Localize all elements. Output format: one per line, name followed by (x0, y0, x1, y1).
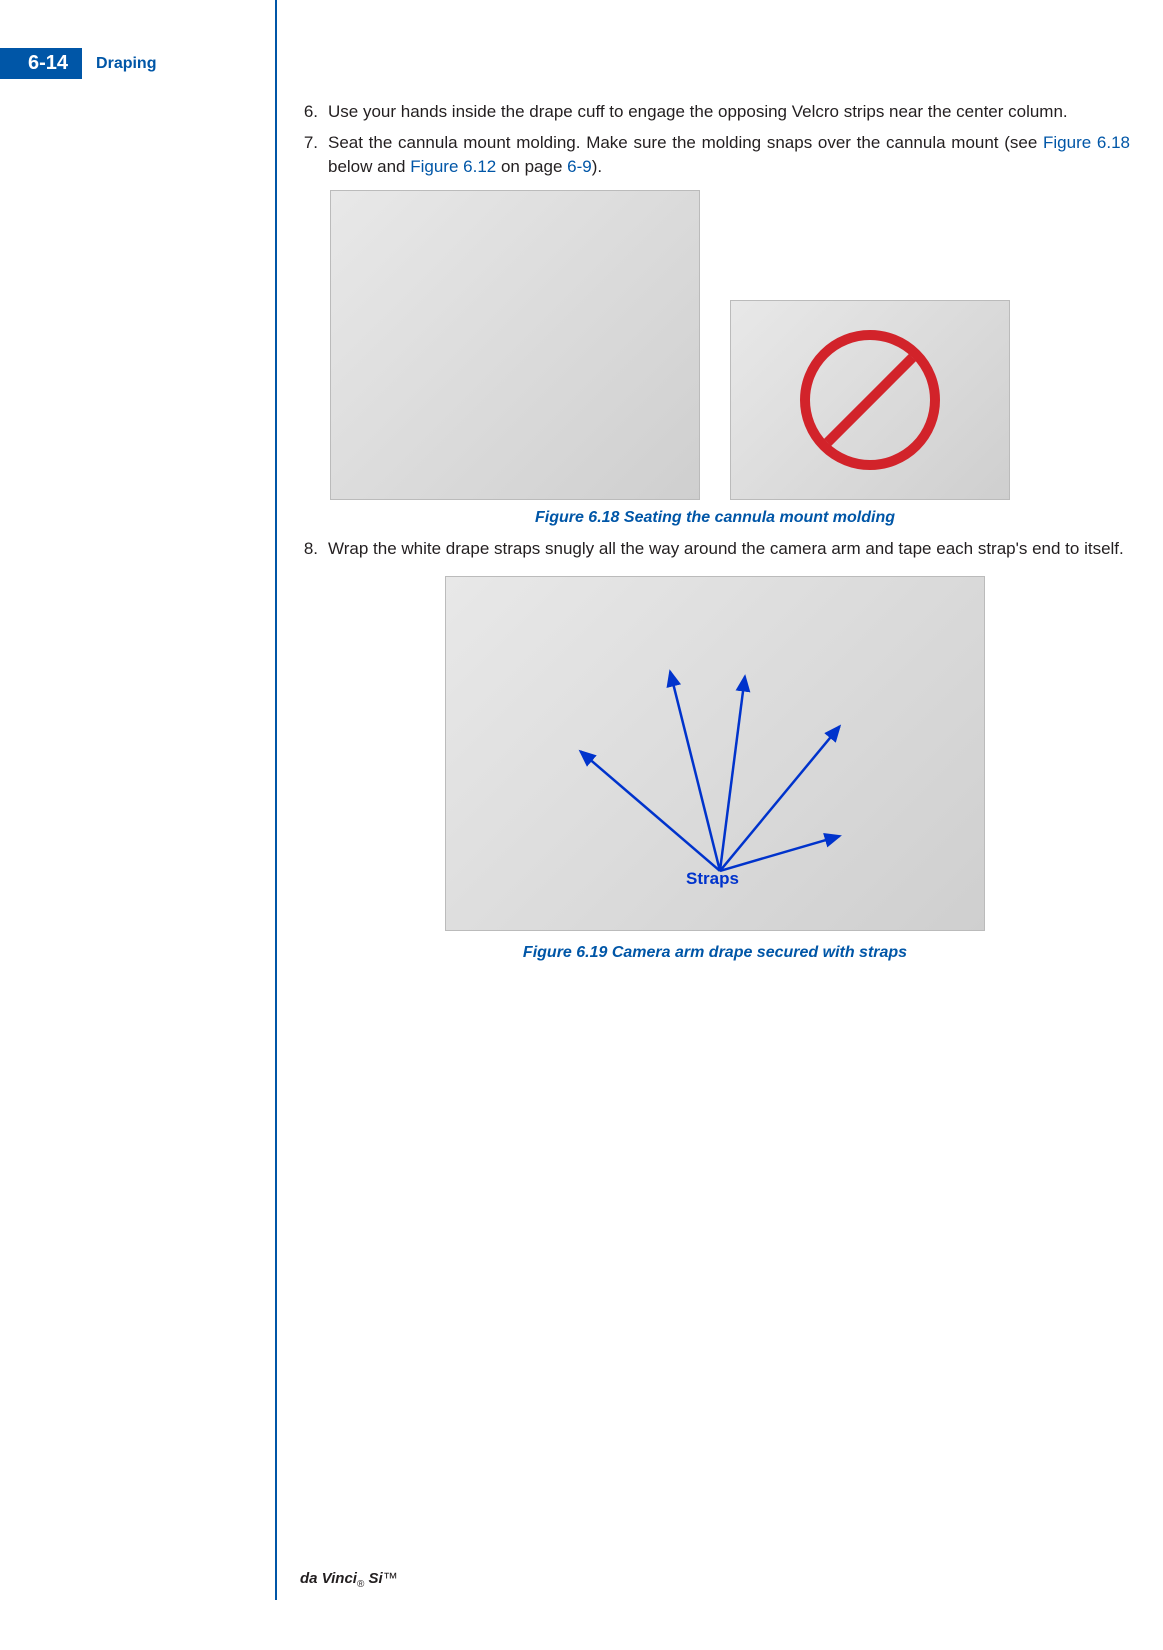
figure-6-18-caption: Figure 6.18 Seating the cannula mount mo… (300, 506, 1130, 529)
page-footer: da Vinci® Si™ (300, 1570, 398, 1590)
main-content: 6. Use your hands inside the drape cuff … (300, 100, 1130, 972)
footer-brand: da Vinci (300, 1570, 357, 1587)
step-7: 7. Seat the cannula mount molding. Make … (300, 131, 1130, 180)
page-number-tab: 6-14 (0, 48, 82, 79)
figure-6-18-row (330, 190, 1130, 500)
straps-label: Straps (686, 867, 739, 892)
cross-ref-link[interactable]: Figure 6.12 (410, 157, 496, 176)
step-text: Seat the cannula mount molding. Make sur… (328, 131, 1130, 180)
step-8: 8. Wrap the white drape straps snugly al… (300, 537, 1130, 562)
figure-6-19-caption: Figure 6.19 Camera arm drape secured wit… (300, 941, 1130, 964)
text-run: Seat the cannula mount molding. Make sur… (328, 133, 1043, 152)
figure-6-19-image: Straps (445, 576, 985, 931)
step-number: 7. (300, 131, 328, 180)
text-run: below and (328, 157, 410, 176)
step-number: 6. (300, 100, 328, 125)
step-number: 8. (300, 537, 328, 562)
page-header: 6-14 Draping (0, 48, 156, 79)
left-margin-rule (275, 0, 277, 1600)
figure-6-18-right-image (730, 300, 1010, 500)
footer-model: Si (364, 1570, 382, 1587)
cross-ref-link[interactable]: 6-9 (567, 157, 592, 176)
section-title: Draping (96, 55, 156, 73)
prohibit-icon (800, 330, 940, 470)
text-run: on page (496, 157, 567, 176)
figure-6-19-wrap: Straps (300, 576, 1130, 931)
step-text: Wrap the white drape straps snugly all t… (328, 537, 1130, 562)
step-6: 6. Use your hands inside the drape cuff … (300, 100, 1130, 125)
figure-6-18-left-image (330, 190, 700, 500)
step-text: Use your hands inside the drape cuff to … (328, 100, 1130, 125)
text-run: ). (592, 157, 602, 176)
footer-tm: ™ (383, 1570, 398, 1587)
cross-ref-link[interactable]: Figure 6.18 (1043, 133, 1130, 152)
